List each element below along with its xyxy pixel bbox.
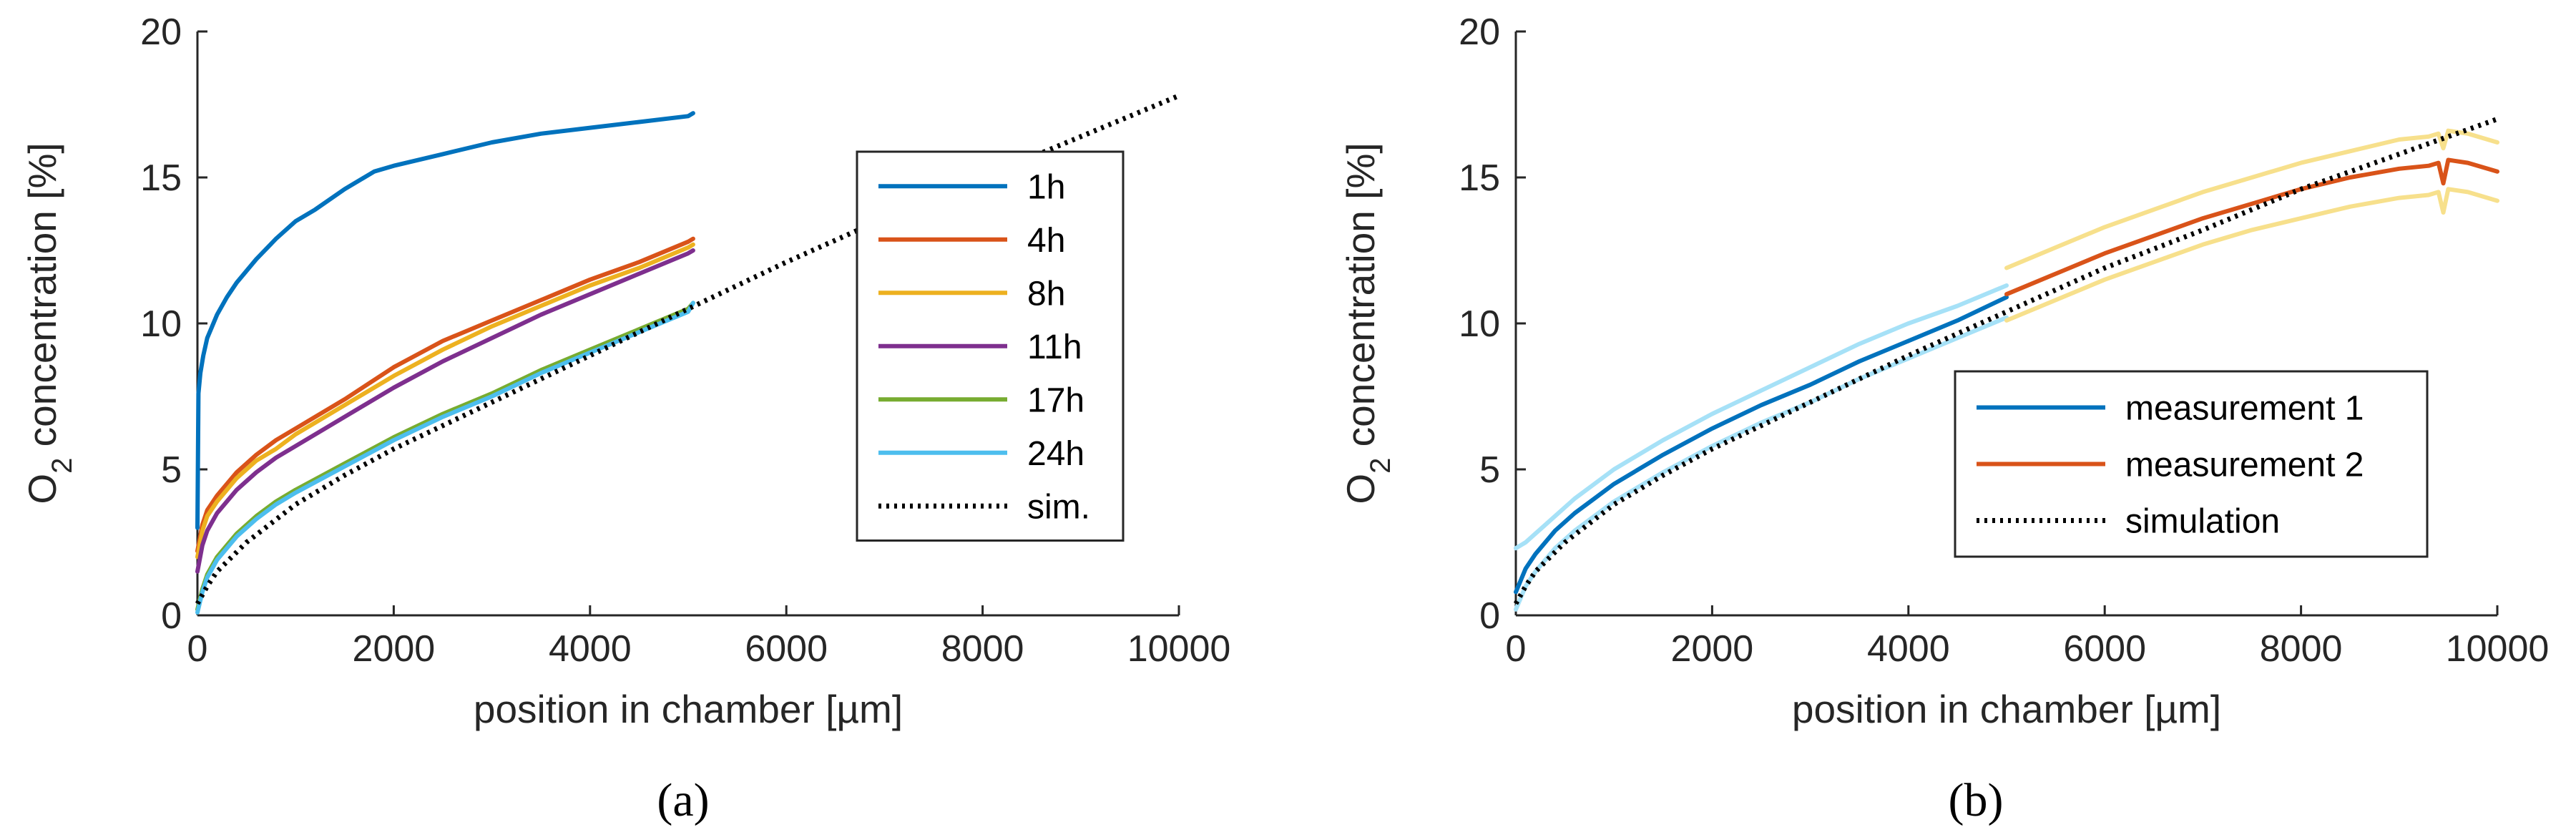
y-axis-label: O2 concentration [%] [20, 142, 78, 504]
y-tick-label: 5 [161, 449, 182, 491]
y-tick-label: 0 [1479, 595, 1500, 637]
y-tick-label: 10 [140, 303, 182, 345]
x-axis-label: position in chamber [µm] [1792, 687, 2221, 731]
x-tick-label: 2000 [353, 628, 436, 670]
legend-label: sim. [1027, 488, 1090, 526]
panel-label: (a) [657, 774, 709, 826]
legend: measurement 1 measurement 2 simulation [1954, 370, 2429, 558]
series-line-measurement-2-upper-bound [2004, 128, 2499, 270]
y-axis-label: O2 concentration [%] [1338, 142, 1396, 504]
x-tick-label: 6000 [745, 628, 828, 670]
legend-label: simulation [2125, 503, 2280, 541]
legend-label: 11h [1027, 328, 1082, 366]
x-tick-label: 0 [1506, 628, 1527, 670]
x-tick-label: 2000 [1671, 628, 1754, 670]
x-tick-label: 0 [187, 628, 208, 670]
x-tick-label: 10000 [2446, 628, 2550, 670]
series-line-4h [195, 236, 695, 554]
y-tick-label: 5 [1479, 449, 1500, 491]
series-line-measurement-1-upper-bound [1514, 283, 2009, 551]
legend-label: 4h [1027, 222, 1065, 260]
panel-label: (b) [1949, 774, 2004, 826]
series-line-8h [195, 242, 695, 560]
y-tick-label: 15 [140, 157, 182, 199]
y-tick-label: 10 [1459, 303, 1500, 345]
legend-label: measurement 2 [2125, 446, 2364, 484]
legend-label: 1h [1027, 168, 1065, 206]
x-tick-label: 4000 [549, 628, 632, 670]
x-tick-label: 8000 [2260, 628, 2343, 670]
legend-label: 17h [1027, 381, 1084, 419]
legend-label: 8h [1027, 275, 1065, 313]
series-line-1h [195, 111, 695, 530]
x-tick-label: 4000 [1867, 628, 1950, 670]
legend: 1h 4h 8h 11h 17h 24h sim. [856, 150, 1125, 542]
legend-label: 24h [1027, 435, 1084, 473]
x-tick-label: 8000 [941, 628, 1024, 670]
series-line-simulation [1513, 117, 2499, 605]
y-tick-label: 20 [140, 11, 182, 53]
series-line-11h [195, 248, 695, 574]
series-line-measurement-2-lower-bound [2004, 187, 2499, 323]
y-tick-label: 20 [1459, 11, 1500, 53]
series-line-measurement-1 [1514, 295, 2009, 595]
y-tick-label: 15 [1459, 157, 1500, 199]
x-tick-label: 10000 [1127, 628, 1231, 670]
chart-panel-b: 0 5 10 15 20 0 2000 4000 6000 8000 10000 position i… [1338, 11, 2549, 826]
series-line-measurement-1-lower-bound [1514, 315, 2009, 612]
legend-label: measurement 1 [2125, 390, 2364, 428]
chart-panel-a: 0 5 10 15 20 0 2000 4000 6000 8000 10000 position i… [20, 11, 1230, 826]
series-line-measurement-2 [2004, 157, 2499, 297]
x-axis-label: position in chamber [µm] [474, 687, 903, 731]
x-tick-label: 6000 [2063, 628, 2146, 670]
y-tick-label: 0 [161, 595, 182, 637]
